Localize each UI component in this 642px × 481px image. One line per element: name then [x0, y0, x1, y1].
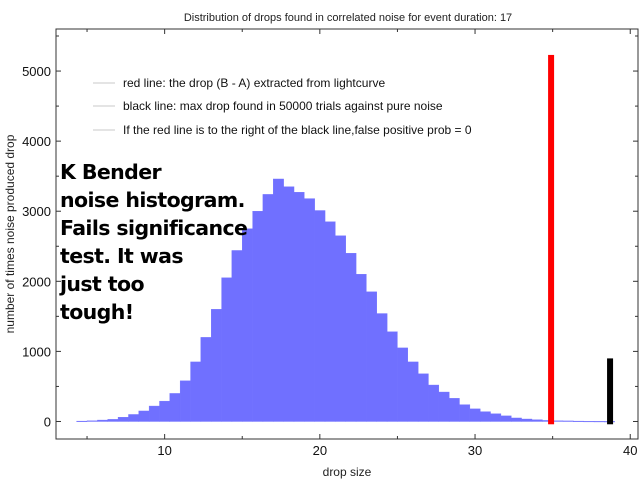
histogram-bar [324, 221, 336, 422]
plot-frame [55, 28, 639, 440]
axis-ticks: 10 20 30 40 0 1000 2000 3000 4000 5000 [22, 29, 638, 458]
x-tick-label: 40 [623, 443, 637, 458]
histogram-bar [128, 414, 140, 422]
histogram-bar [159, 400, 171, 422]
histogram-bar [376, 313, 388, 422]
y-tick-label: 2000 [22, 274, 51, 289]
histogram-bar [117, 417, 129, 422]
histogram-bar [469, 408, 481, 422]
histogram-bar [397, 347, 408, 422]
y-axis-label: number of times noise produced drop [3, 134, 17, 333]
histogram-bar [262, 194, 274, 422]
histogram-bars [76, 178, 615, 423]
marker-lines [548, 54, 614, 425]
x-tick-label: 20 [313, 443, 327, 458]
histogram-bar [490, 413, 502, 422]
y-tick-label: 3000 [22, 204, 51, 219]
histogram-bar [573, 420, 584, 422]
histogram-bar [583, 421, 595, 423]
x-axis-label: drop size [323, 465, 372, 479]
histogram-bar [552, 420, 564, 422]
y-tick-label: 4000 [22, 134, 51, 149]
annotation-line: just too [60, 272, 145, 296]
x-tick-label: 10 [157, 443, 171, 458]
histogram-bar [148, 405, 160, 422]
histogram-bar [531, 419, 543, 422]
chart-title: Distribution of drops found in correlate… [184, 12, 512, 24]
annotation-line: K Bender [60, 160, 162, 184]
annotation-line: noise histogram. [60, 188, 245, 212]
histogram-bar [335, 235, 346, 422]
legend-entry: If the red line is to the right of the b… [123, 123, 472, 137]
histogram-bar [107, 419, 119, 422]
histogram-bar [511, 417, 522, 422]
histogram-bar [252, 211, 264, 422]
histogram-bar [479, 411, 491, 422]
histogram-bar [417, 373, 429, 422]
histogram-bar [210, 309, 222, 422]
histogram-bar [438, 391, 450, 422]
annotation-line: tough! [60, 300, 134, 324]
y-tick-label: 5000 [22, 64, 51, 79]
histogram-bar [345, 253, 357, 422]
histogram-bar [407, 361, 419, 422]
histogram-bar [179, 380, 191, 422]
histogram-bar [562, 420, 574, 422]
annotation-text: K Bender noise histogram. Fails signific… [60, 158, 248, 326]
legend-entry: black line: max drop found in 50000 tria… [123, 99, 443, 113]
histogram-bar [386, 331, 398, 422]
histogram-bar [200, 337, 212, 422]
histogram-bar [593, 421, 605, 423]
histogram-bar [293, 192, 305, 422]
histogram-bar [500, 415, 512, 422]
histogram-bar [304, 198, 315, 422]
histogram-bar [76, 420, 88, 422]
histogram-bar [86, 420, 98, 422]
histogram-bar [138, 410, 150, 422]
histogram-bar [428, 384, 440, 422]
histogram-bar [366, 291, 377, 422]
histogram-bar [521, 418, 533, 422]
histogram-bar [448, 398, 460, 422]
legend-entry: red line: the drop (B - A) extracted fro… [123, 76, 385, 90]
y-tick-label: 1000 [22, 344, 51, 359]
red-marker-line [548, 54, 555, 425]
black-marker-line [607, 358, 614, 425]
histogram-bar [355, 274, 367, 422]
legend: red line: the drop (B - A) extracted fro… [93, 76, 472, 137]
histogram-bar [459, 404, 471, 422]
histogram-bar [190, 361, 202, 422]
y-tick-label: 0 [44, 414, 51, 429]
histogram-bar [97, 419, 108, 422]
annotation-line: Fails significance [60, 216, 248, 240]
histogram-bar [283, 186, 295, 422]
histogram-bar [169, 393, 181, 422]
annotation-line: test. It was [60, 244, 184, 268]
x-tick-label: 30 [468, 443, 482, 458]
histogram-bar [314, 210, 326, 422]
histogram-bar [273, 178, 284, 422]
